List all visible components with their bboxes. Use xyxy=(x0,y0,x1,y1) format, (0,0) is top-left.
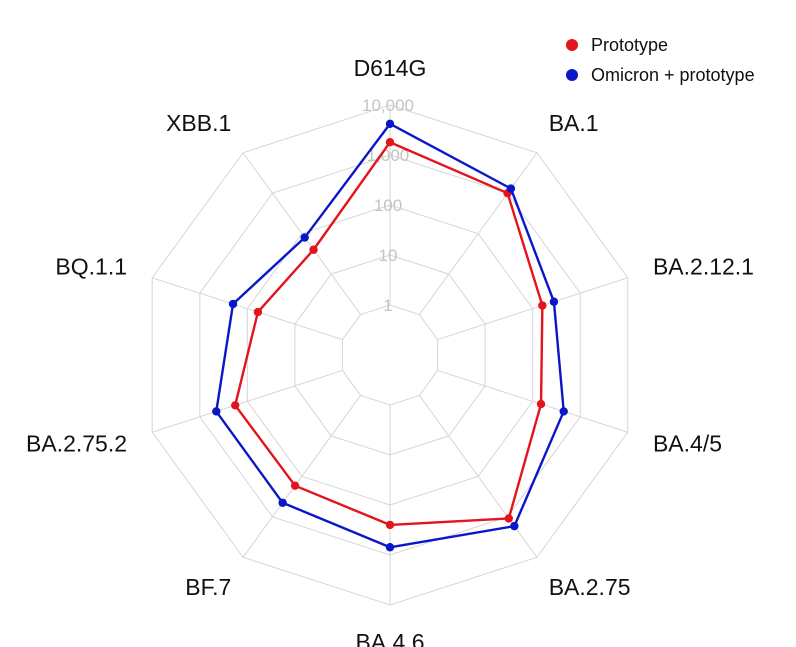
data-point xyxy=(385,543,395,552)
data-point xyxy=(278,498,287,507)
grid-spoke xyxy=(418,395,538,558)
legend-marker-omicron-prototype xyxy=(566,69,578,81)
category-label: XBB.1 xyxy=(166,110,231,136)
category-labels: D614G BA.1 BA.2.12.1 BA.4/5 BA.2.75 BA.4.6 BF.… xyxy=(26,55,754,647)
category-label: BA.2.75 xyxy=(549,574,631,600)
grid-spoke xyxy=(152,277,343,341)
radial-tick-label: 100 xyxy=(374,196,402,215)
grid-spoke xyxy=(437,369,628,433)
grid-spoke xyxy=(242,152,362,315)
data-point xyxy=(300,233,309,242)
legend-marker-prototype xyxy=(566,39,578,51)
radar-grid xyxy=(151,104,629,606)
data-point xyxy=(385,119,395,129)
data-point xyxy=(506,184,516,193)
grid-spoke xyxy=(242,395,362,558)
data-point xyxy=(290,481,300,490)
data-point xyxy=(549,297,559,306)
category-label: BA.4.6 xyxy=(355,629,424,647)
category-label: D614G xyxy=(354,55,427,81)
data-point xyxy=(559,407,568,416)
data-point xyxy=(536,399,546,409)
data-point xyxy=(510,521,519,531)
data-point xyxy=(228,299,238,309)
grid-spoke xyxy=(152,369,343,433)
radar-series xyxy=(212,119,568,552)
category-label: BQ.1.1 xyxy=(55,253,127,279)
legend-item-prototype: Prototype xyxy=(566,30,755,60)
category-label: BF.7 xyxy=(185,574,231,600)
data-point xyxy=(385,138,395,147)
data-point xyxy=(385,520,395,530)
series-omicron-prototype xyxy=(212,119,568,552)
category-label: BA.2.12.1 xyxy=(653,253,754,279)
legend-item-omicron-prototype: Omicron + prototype xyxy=(566,60,755,90)
legend: Prototype Omicron + prototype xyxy=(566,30,755,90)
category-label: BA.2.75.2 xyxy=(26,431,127,457)
series-prototype xyxy=(231,138,547,530)
grid-spoke xyxy=(437,277,628,341)
category-label: BA.4/5 xyxy=(653,431,722,457)
data-point xyxy=(212,407,221,416)
radial-tick-label: 1 xyxy=(383,296,392,315)
legend-label-omicron-prototype: Omicron + prototype xyxy=(591,64,755,85)
legend-label-prototype: Prototype xyxy=(591,34,669,55)
data-point xyxy=(253,307,263,317)
radial-tick-label: 10 xyxy=(379,246,398,265)
category-label: BA.1 xyxy=(549,110,599,136)
data-point xyxy=(504,514,513,523)
data-point xyxy=(309,245,318,254)
grid-spoke xyxy=(418,152,538,315)
radial-tick-label: 10,000 xyxy=(362,96,414,115)
grid-ring xyxy=(341,304,439,406)
data-point xyxy=(538,301,547,310)
data-point xyxy=(231,401,240,410)
